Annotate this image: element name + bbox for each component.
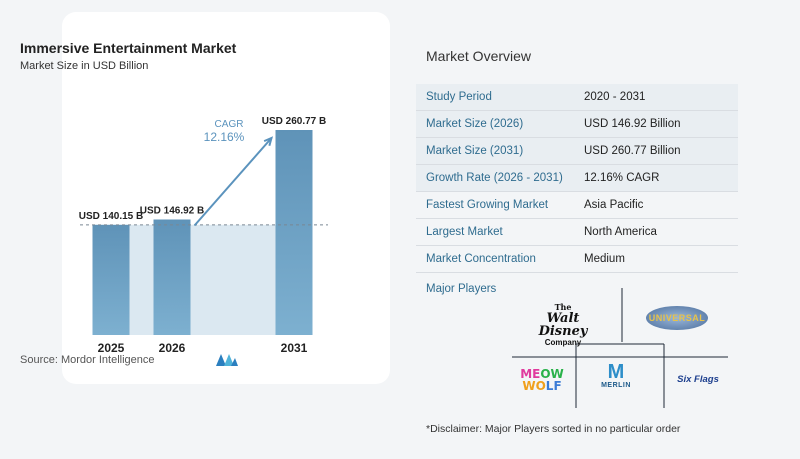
bar-2026 bbox=[153, 219, 191, 335]
overview-row: Market Size (2031) USD 260.77 Billion bbox=[416, 138, 738, 165]
x-tick-label: 2026 bbox=[159, 341, 186, 355]
row-value: North America bbox=[584, 226, 657, 238]
data-label: USD 146.92 B bbox=[140, 206, 204, 217]
meow-wolf-logo: MEOW WOLF bbox=[520, 367, 564, 393]
source-text: Source: Mordor Intelligence bbox=[20, 354, 155, 366]
overview-row: Largest Market North America bbox=[416, 219, 738, 246]
row-key: Largest Market bbox=[426, 226, 503, 238]
overview-row: Growth Rate (2026 - 2031) 12.16% CAGR bbox=[416, 165, 738, 192]
data-label: USD 140.15 B bbox=[79, 211, 143, 222]
bar-2025 bbox=[92, 224, 130, 335]
row-value: Medium bbox=[584, 253, 625, 265]
data-label: USD 260.77 B bbox=[262, 116, 326, 127]
mordor-intelligence-logo-icon bbox=[216, 354, 238, 366]
merlin-logo-mark: M bbox=[607, 361, 625, 383]
row-key: Fastest Growing Market bbox=[426, 199, 549, 211]
six-flags-logo: Six Flags bbox=[677, 374, 719, 385]
major-players-title: Major Players bbox=[426, 283, 497, 295]
cagr-arrowhead bbox=[263, 136, 274, 146]
overview-row: Market Size (2026) USD 146.92 Billion bbox=[416, 111, 738, 138]
row-key: Market Concentration bbox=[426, 253, 536, 265]
chart-subtitle: Market Size in USD Billion bbox=[20, 60, 149, 72]
cagr-arrow bbox=[193, 137, 273, 227]
bar-2031 bbox=[275, 130, 313, 335]
overview-row: Market Concentration Medium bbox=[416, 246, 738, 273]
overview-title: Market Overview bbox=[426, 48, 532, 64]
row-value: 2020 - 2031 bbox=[584, 91, 646, 103]
merlin-logo: M MERLIN bbox=[592, 362, 640, 389]
disney-logo-line1: The bbox=[554, 302, 572, 312]
disney-logo: The Walt Disney Company bbox=[528, 302, 598, 347]
row-key: Growth Rate (2026 - 2031) bbox=[426, 172, 563, 184]
disclaimer: *Disclaimer: Major Players sorted in no … bbox=[426, 423, 681, 435]
row-value: 12.16% CAGR bbox=[584, 172, 660, 184]
chart-title: Immersive Entertainment Market bbox=[20, 40, 237, 56]
universal-logo: UNIVERSAL bbox=[646, 306, 708, 330]
row-key: Market Size (2031) bbox=[426, 145, 524, 157]
merlin-logo-text: MERLIN bbox=[601, 382, 631, 389]
row-value: Asia Pacific bbox=[584, 199, 644, 211]
row-key: Market Size (2026) bbox=[426, 118, 524, 130]
overview-row: Fastest Growing Market Asia Pacific bbox=[416, 192, 738, 219]
cagr-label: CAGR bbox=[215, 119, 244, 130]
row-value: USD 260.77 Billion bbox=[584, 145, 681, 157]
overview-row: Study Period 2020 - 2031 bbox=[416, 84, 738, 111]
row-key: Study Period bbox=[426, 91, 492, 103]
disney-logo-line2: Walt Disney bbox=[538, 311, 588, 339]
bar-chart: USD 140.15 B 2025 USD 146.92 B 2026 USD 260.… bbox=[79, 116, 328, 355]
row-value: USD 146.92 Billion bbox=[584, 118, 681, 130]
x-tick-label: 2031 bbox=[281, 341, 308, 355]
cagr-value: 12.16% bbox=[204, 130, 245, 144]
disney-logo-line3: Company bbox=[544, 338, 582, 347]
x-tick-label: 2025 bbox=[98, 341, 125, 355]
